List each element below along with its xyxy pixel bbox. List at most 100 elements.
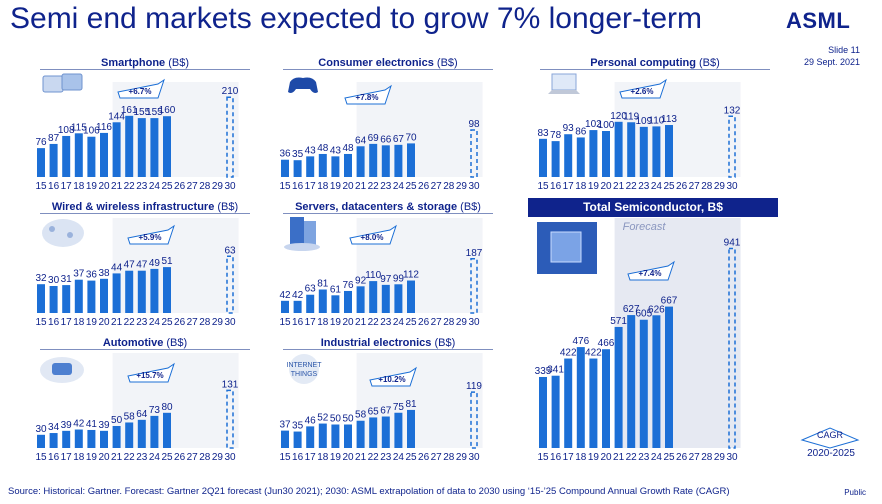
tick-label: 20 — [342, 452, 354, 463]
tick-label: 18 — [73, 317, 85, 328]
bar — [639, 319, 648, 448]
tick-label: 16 — [48, 452, 60, 463]
tick-label: 17 — [563, 181, 575, 192]
bar — [356, 146, 365, 177]
laptop-icon — [548, 73, 580, 94]
tick-label: 15 — [35, 181, 47, 192]
bar-2030 — [226, 96, 234, 178]
panel-title-total: Total Semiconductor, B$ — [528, 198, 778, 217]
bar — [125, 115, 134, 177]
forecast-label: Forecast — [623, 221, 667, 233]
tick-label: 29 — [212, 452, 224, 463]
bar — [602, 349, 610, 448]
data-label: 422 — [560, 348, 577, 359]
tick-label: 21 — [111, 452, 123, 463]
bar — [62, 135, 71, 177]
bar — [37, 434, 45, 448]
data-label: 37 — [73, 269, 85, 280]
data-label: 42 — [292, 290, 304, 301]
asml-logo: ASML — [786, 8, 851, 33]
tick-label: 23 — [136, 317, 148, 328]
data-label: 144 — [108, 111, 125, 122]
tick-label: 29 — [456, 181, 468, 192]
tick-label: 17 — [305, 317, 317, 328]
bar — [137, 419, 146, 448]
data-label: 627 — [623, 304, 640, 315]
tick-label: 20 — [98, 181, 110, 192]
forecast-region — [614, 218, 741, 448]
data-label: 93 — [563, 123, 575, 134]
data-label: 132 — [724, 105, 741, 116]
tick-label: 24 — [149, 452, 161, 463]
tick-label: 18 — [317, 317, 329, 328]
bar — [74, 429, 83, 448]
data-label: 42 — [73, 419, 85, 430]
bar — [369, 281, 378, 313]
tick-label: 28 — [443, 452, 455, 463]
bar — [137, 118, 146, 177]
bar — [627, 122, 636, 177]
tick-label: 30 — [726, 452, 738, 463]
tick-label: 28 — [443, 317, 455, 328]
tick-label: 27 — [689, 452, 701, 463]
tick-label: 25 — [161, 317, 173, 328]
cagr-arrow — [369, 366, 417, 387]
tick-label: 30 — [468, 317, 480, 328]
data-label: 100 — [598, 120, 615, 131]
data-label: 422 — [585, 348, 602, 359]
tick-label: 16 — [292, 181, 304, 192]
tick-label: 28 — [701, 181, 713, 192]
bar — [602, 131, 610, 177]
tick-label: 17 — [563, 452, 575, 463]
data-label: 46 — [305, 415, 317, 426]
tick-label: 16 — [292, 317, 304, 328]
tick-label: 30 — [468, 181, 480, 192]
bar — [163, 116, 171, 177]
cagr-arrow — [344, 84, 392, 105]
tick-label: 27 — [689, 181, 701, 192]
tick-label: 26 — [174, 181, 186, 192]
bar — [394, 284, 403, 313]
data-label: 86 — [575, 126, 587, 137]
data-label: 50 — [111, 415, 123, 426]
bar — [100, 132, 108, 177]
iot-icon: INTERNET THINGS — [287, 354, 322, 384]
data-label: 335 — [535, 366, 552, 377]
bar-2030 — [470, 258, 478, 314]
forecast-region — [112, 218, 239, 313]
bar — [281, 300, 289, 313]
tick-label: 30 — [224, 452, 236, 463]
bar — [306, 156, 315, 177]
tick-label: 23 — [136, 181, 148, 192]
tick-label: 26 — [418, 452, 430, 463]
panel-title-pc: Personal computing (B$) — [540, 57, 770, 70]
tick-label: 22 — [124, 452, 136, 463]
data-label: 67 — [393, 134, 405, 145]
data-label: 571 — [610, 316, 627, 327]
car-icon — [40, 357, 84, 383]
panel-title-smartphone: Smartphone (B$) — [40, 57, 250, 70]
page-title: Semi end markets expected to grow 7% lon… — [10, 2, 702, 35]
data-label: 110 — [648, 115, 664, 126]
tick-label: 19 — [330, 452, 342, 463]
tick-label: 15 — [279, 317, 291, 328]
bar-2030 — [728, 115, 736, 178]
bar — [87, 280, 96, 313]
bar — [539, 138, 547, 177]
data-label: 63 — [224, 245, 236, 256]
bar — [150, 415, 159, 448]
data-label: 97 — [380, 274, 392, 285]
cagr-legend-arrow — [800, 427, 860, 449]
data-label: 667 — [661, 296, 678, 307]
tick-label: 18 — [575, 452, 587, 463]
bar — [37, 284, 45, 313]
tick-label: 28 — [701, 452, 713, 463]
bar — [407, 143, 415, 177]
tick-label: 16 — [48, 317, 60, 328]
tick-label: 24 — [393, 452, 405, 463]
bar — [564, 134, 573, 177]
data-label: 476 — [572, 336, 589, 347]
tick-label: 26 — [676, 452, 688, 463]
panel-title-infrastructure: Wired & wireless infrastructure (B$) — [40, 201, 250, 214]
tick-label: 25 — [663, 181, 675, 192]
